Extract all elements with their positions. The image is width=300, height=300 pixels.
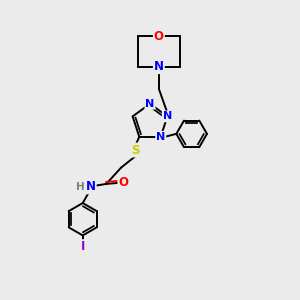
Text: N: N (146, 99, 154, 109)
Text: N: N (86, 180, 96, 194)
Text: N: N (154, 60, 164, 73)
Text: H: H (76, 182, 85, 192)
Text: I: I (80, 240, 85, 253)
Text: O: O (118, 176, 128, 189)
Text: O: O (154, 30, 164, 43)
Text: N: N (163, 111, 172, 122)
Text: S: S (131, 143, 140, 157)
Text: N: N (156, 132, 165, 142)
